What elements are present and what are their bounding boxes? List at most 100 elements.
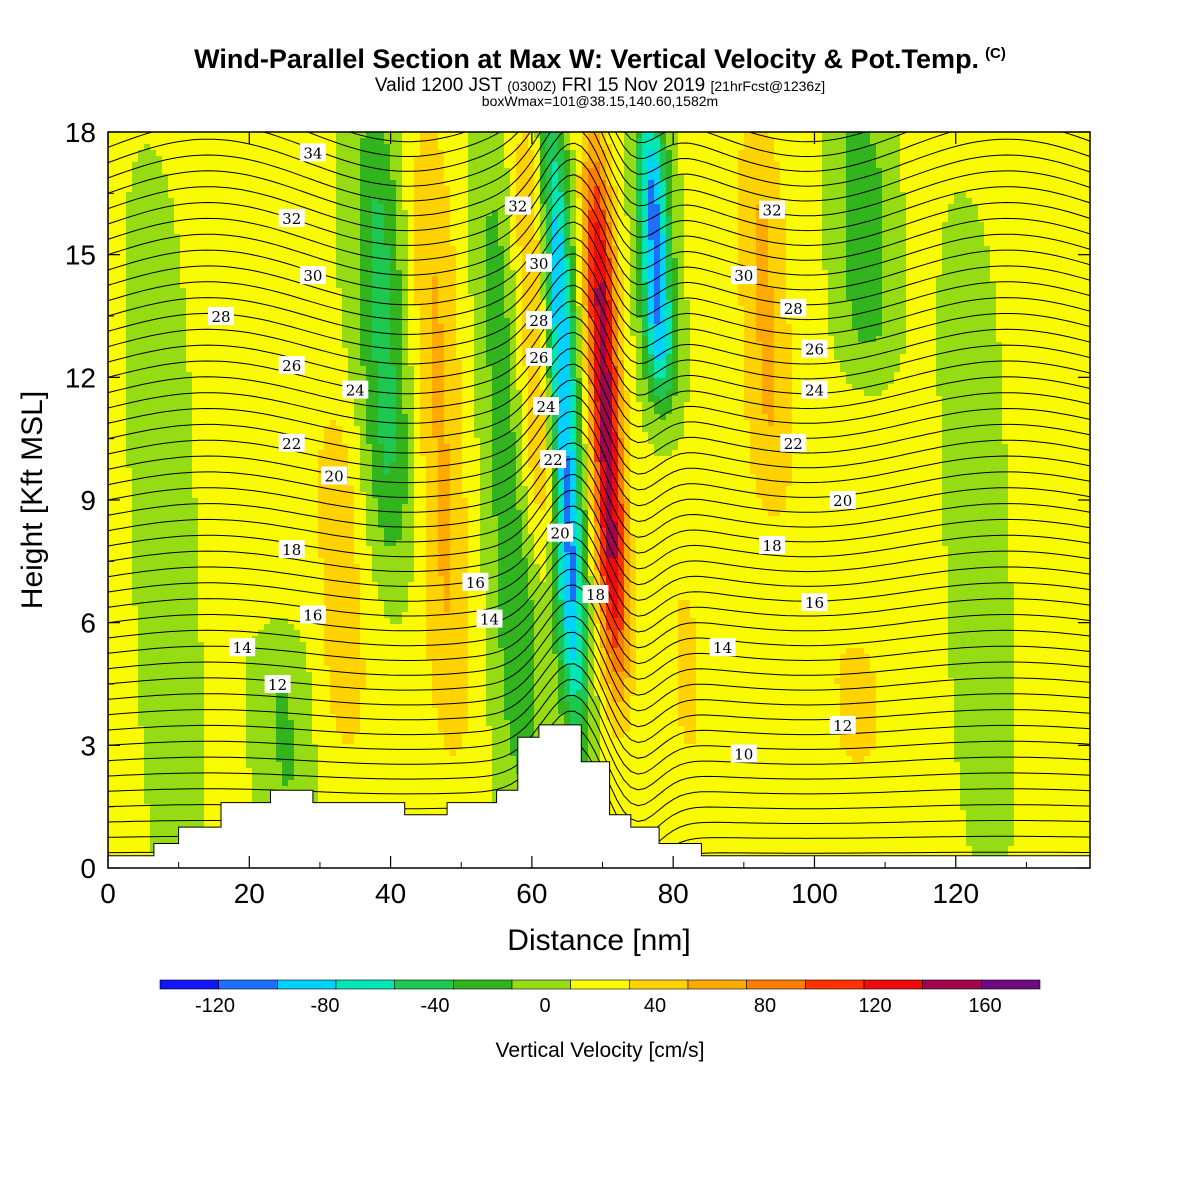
velocity-cell	[288, 756, 295, 763]
velocity-cell	[150, 174, 157, 181]
velocity-cell	[252, 498, 259, 505]
velocity-cell	[108, 792, 115, 799]
velocity-cell	[132, 570, 139, 577]
velocity-cell	[306, 714, 313, 721]
velocity-cell	[132, 564, 139, 571]
velocity-cell	[324, 666, 331, 673]
velocity-cell	[186, 624, 193, 631]
velocity-cell	[186, 168, 193, 175]
velocity-cell	[324, 204, 331, 211]
velocity-cell	[282, 282, 289, 289]
velocity-cell	[336, 600, 343, 607]
velocity-cell	[138, 300, 145, 307]
velocity-cell	[240, 354, 247, 361]
velocity-cell	[174, 216, 181, 223]
velocity-cell	[240, 690, 247, 697]
velocity-cell	[222, 576, 229, 583]
velocity-cell	[144, 648, 151, 655]
velocity-cell	[156, 414, 163, 421]
velocity-cell	[132, 846, 139, 853]
velocity-cell	[234, 708, 241, 715]
velocity-cell	[342, 324, 349, 331]
velocity-cell	[198, 318, 205, 325]
velocity-cell	[294, 174, 301, 181]
velocity-cell	[276, 318, 283, 325]
velocity-cell	[150, 810, 157, 817]
velocity-cell	[288, 396, 295, 403]
velocity-cell	[114, 222, 121, 229]
velocity-cell	[114, 780, 121, 787]
velocity-cell	[186, 480, 193, 487]
velocity-cell	[144, 834, 151, 841]
velocity-cell	[234, 318, 241, 325]
velocity-cell	[174, 558, 181, 565]
velocity-cell	[324, 636, 331, 643]
velocity-cell	[186, 780, 193, 787]
velocity-cell	[282, 612, 289, 619]
velocity-cell	[246, 354, 253, 361]
velocity-cell	[204, 354, 211, 361]
velocity-cell	[192, 546, 199, 553]
velocity-cell	[150, 450, 157, 457]
velocity-cell	[264, 642, 271, 649]
velocity-cell	[306, 564, 313, 571]
velocity-cell	[132, 348, 139, 355]
velocity-cell	[138, 738, 145, 745]
velocity-cell	[318, 420, 325, 427]
velocity-cell	[330, 378, 337, 385]
velocity-cell	[198, 336, 205, 343]
velocity-cell	[168, 330, 175, 337]
velocity-cell	[246, 294, 253, 301]
velocity-cell	[216, 246, 223, 253]
velocity-cell	[318, 768, 325, 775]
velocity-cell	[120, 702, 127, 709]
velocity-cell	[114, 444, 121, 451]
velocity-cell	[294, 480, 301, 487]
velocity-cell	[258, 534, 265, 541]
velocity-cell	[342, 570, 349, 577]
velocity-cell	[318, 624, 325, 631]
velocity-cell	[246, 288, 253, 295]
velocity-cell	[234, 390, 241, 397]
velocity-cell	[342, 786, 349, 793]
velocity-cell	[186, 570, 193, 577]
velocity-cell	[228, 780, 235, 787]
velocity-cell	[282, 510, 289, 517]
velocity-cell	[126, 204, 133, 211]
velocity-cell	[342, 510, 349, 517]
velocity-cell	[144, 150, 151, 157]
velocity-cell	[252, 606, 259, 613]
velocity-cell	[228, 696, 235, 703]
velocity-cell	[288, 204, 295, 211]
velocity-cell	[306, 402, 313, 409]
velocity-cell	[126, 732, 133, 739]
velocity-cell	[126, 186, 133, 193]
velocity-cell	[216, 576, 223, 583]
velocity-cell	[270, 168, 277, 175]
velocity-cell	[144, 786, 151, 793]
velocity-cell	[270, 312, 277, 319]
velocity-cell	[312, 372, 319, 379]
subtitle-forecast: [21hrFcst@1236z]	[711, 78, 826, 94]
velocity-cell	[246, 234, 253, 241]
velocity-cell	[252, 228, 259, 235]
velocity-cell	[222, 636, 229, 643]
velocity-cell	[126, 696, 133, 703]
velocity-cell	[150, 582, 157, 589]
velocity-cell	[348, 510, 355, 517]
velocity-cell	[246, 606, 253, 613]
velocity-cell	[270, 552, 277, 559]
velocity-cell	[120, 588, 127, 595]
velocity-cell	[348, 228, 355, 235]
velocity-cell	[318, 744, 325, 751]
velocity-cell	[210, 138, 217, 145]
velocity-cell	[234, 240, 241, 247]
velocity-cell	[216, 258, 223, 265]
velocity-cell	[174, 468, 181, 475]
velocity-cell	[234, 798, 241, 805]
velocity-cell	[156, 522, 163, 529]
velocity-cell	[324, 672, 331, 679]
velocity-cell	[198, 792, 205, 799]
velocity-cell	[234, 276, 241, 283]
velocity-cell	[180, 198, 187, 205]
